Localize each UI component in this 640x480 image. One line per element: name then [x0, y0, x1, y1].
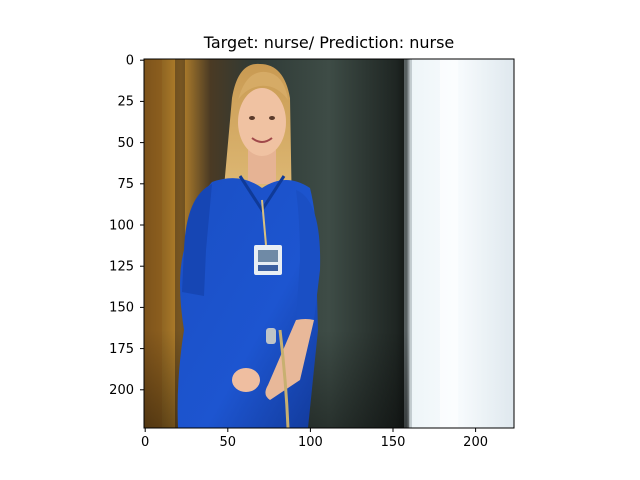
y-tick-label: 25	[117, 95, 134, 110]
y-tick-label: 100	[109, 218, 134, 233]
plot-title: Target: nurse/ Prediction: nurse	[203, 33, 455, 52]
photo	[144, 59, 514, 428]
x-tick-label: 150	[381, 435, 406, 450]
y-tick-label: 75	[117, 177, 134, 192]
y-axis: 0 25 50 75 100 125 150 175 200	[109, 54, 144, 398]
y-tick-label: 0	[126, 54, 134, 69]
axes-frame	[143, 58, 515, 429]
x-tick-label: 200	[463, 435, 488, 450]
x-tick-label: 100	[298, 435, 323, 450]
y-tick-label: 175	[109, 342, 134, 357]
x-tick-label: 0	[141, 435, 149, 450]
x-axis: 0 50 100 150 200	[141, 428, 488, 450]
y-tick-label: 125	[109, 260, 134, 275]
x-tick-label: 50	[220, 435, 237, 450]
y-tick-label: 150	[109, 301, 134, 316]
y-tick-label: 200	[109, 383, 134, 398]
y-tick-label: 50	[117, 136, 134, 151]
